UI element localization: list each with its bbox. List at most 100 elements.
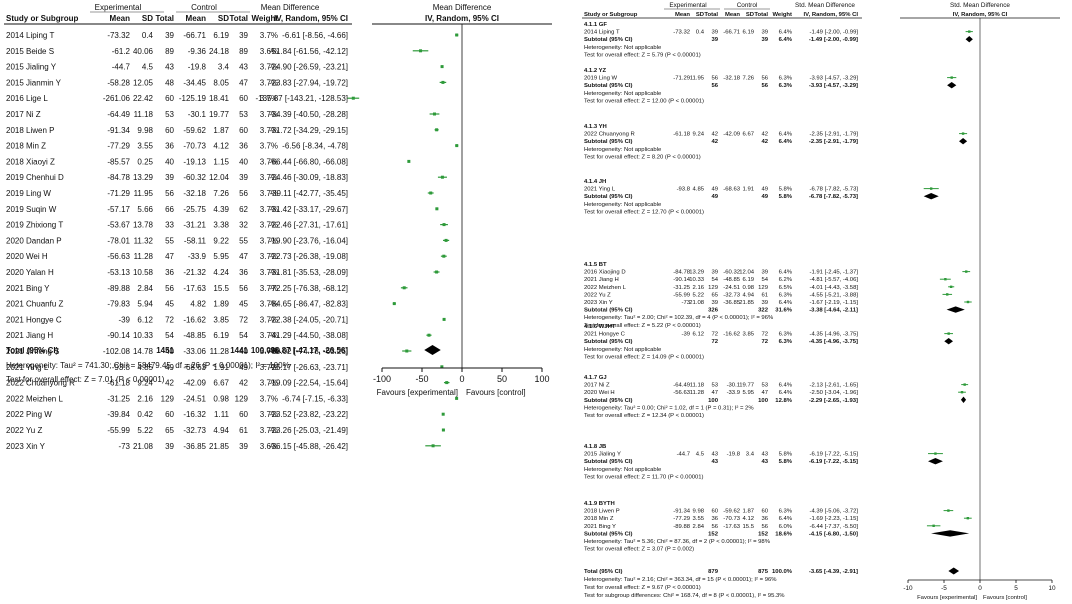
- study-value: 19.77: [739, 383, 754, 389]
- study-value: 1.11: [214, 410, 230, 419]
- study-ci-text: -34.39 [-40.50, -28.28]: [269, 110, 348, 119]
- study-label: 2015 Beide S: [6, 47, 54, 56]
- study-value: 11.18: [134, 110, 154, 119]
- study-value: 56: [761, 524, 768, 530]
- study-ci-text: -4.35 [-4.96, -3.75]: [810, 332, 859, 338]
- x-tick-label: 100: [534, 374, 549, 384]
- study-label: 2022 Chuanyong R: [6, 379, 75, 388]
- study-value: 56: [761, 76, 768, 82]
- study-value: -84.78: [673, 270, 690, 276]
- study-value: -56.63: [673, 390, 690, 396]
- study-value: 36: [711, 516, 718, 522]
- study-value: 6.4%: [779, 516, 793, 522]
- study-label: 2019 Ling W: [6, 189, 51, 198]
- study-value: 33: [165, 221, 174, 230]
- study-value: 36: [239, 268, 248, 277]
- study-value: 53: [711, 383, 718, 389]
- study-label: 2021 Ying L: [584, 187, 616, 193]
- study-label: 2023 Xin Y: [6, 442, 46, 451]
- study-value: 13.29: [133, 173, 154, 182]
- study-value: -21.32: [183, 268, 206, 277]
- right-col-header: Weight: [772, 12, 792, 18]
- study-label: 2016 Lige L: [6, 94, 48, 103]
- study-value: 54: [165, 331, 174, 340]
- study-label: 2020 Dandan P: [6, 236, 62, 245]
- study-value: -102.08: [103, 347, 131, 356]
- study-label: 2021 Bing Y: [584, 524, 616, 530]
- study-value: -31.21: [183, 221, 206, 230]
- right-header-experimental: Experimental: [669, 2, 706, 9]
- study-value: 3.6%: [260, 442, 278, 451]
- subtotal-weight: 5.8%: [779, 194, 793, 200]
- study-value: 1.87: [743, 509, 754, 515]
- study-value: 40.06: [133, 47, 154, 56]
- study-value: 47: [239, 252, 248, 261]
- study-value: 47: [711, 390, 718, 396]
- study-value: 0.42: [137, 410, 153, 419]
- point-estimate: [947, 509, 950, 512]
- right-col-header: Mean: [725, 12, 740, 18]
- study-ci-text: -19.90 [-23.76, -16.04]: [269, 236, 348, 245]
- study-value: -39: [118, 315, 130, 324]
- point-estimate: [435, 270, 439, 274]
- subtotal-diamond: [965, 36, 973, 43]
- right-col-header: Total: [704, 12, 718, 18]
- study-value: 5.95: [213, 252, 229, 261]
- study-ci-text: -22.73 [-26.38, -19.08]: [269, 252, 348, 261]
- study-ci-text: -1.67 [-2.19, -1.15]: [810, 300, 859, 306]
- study-value: 8.05: [213, 78, 229, 87]
- right-header-control: Control: [737, 2, 758, 9]
- subtotal-label: Subtotal (95% CI): [584, 194, 632, 200]
- subtotal-n2: 43: [761, 459, 768, 465]
- study-ci-text: -31.72 [-34.29, -29.15]: [269, 126, 348, 135]
- point-estimate: [950, 76, 953, 79]
- point-estimate: [934, 452, 937, 455]
- subgroup-title: 4.1.4 JH: [584, 179, 606, 185]
- study-value: 3.7%: [260, 300, 278, 309]
- pooled-diamond: [424, 345, 441, 355]
- subgroup-note: Test for overall effect: Z = 5.22 (P < 0…: [584, 323, 701, 329]
- study-value: 12.04: [739, 270, 754, 276]
- study-value: 6.4%: [779, 270, 793, 276]
- study-value: 3.7%: [260, 110, 278, 119]
- study-value: 60: [711, 509, 718, 515]
- study-value: -44.7: [112, 63, 131, 72]
- study-value: 9.24: [137, 379, 153, 388]
- subgroup-note: Test for overall effect: Z = 8.20 (P < 0…: [584, 154, 701, 160]
- study-value: 3.7%: [260, 94, 278, 103]
- x-tick-label: 0: [459, 374, 464, 384]
- study-ci-text: -4.39 [-5.06, -3.72]: [810, 509, 859, 515]
- overall-effect-text: Test for overall effect: Z = 7.01 (P < 0…: [6, 375, 165, 384]
- favours-experimental: Favours [experimental]: [377, 388, 458, 397]
- study-label: 2015 Jialing Y: [584, 452, 621, 458]
- study-label: 2022 Yu Z: [584, 292, 611, 298]
- study-value: 89: [239, 47, 248, 56]
- study-value: -79.83: [107, 300, 130, 309]
- study-value: -55.99: [673, 292, 690, 298]
- subtotal-n1: 42: [711, 139, 718, 145]
- study-value: 7.26: [743, 76, 755, 82]
- total-label: Total (95% CI): [584, 569, 623, 575]
- study-value: 3.7%: [260, 126, 278, 135]
- left-col-header: Weight: [251, 14, 278, 23]
- total-n1: 1451: [156, 346, 174, 355]
- point-estimate: [929, 187, 933, 190]
- study-value: 39: [711, 300, 718, 306]
- left-plot-subtitle: IV, Random, 95% CI: [425, 14, 499, 23]
- study-value: 42: [761, 132, 768, 138]
- subtotal-n2: 72: [761, 339, 768, 345]
- study-ci-text: -24.46 [-30.09, -18.83]: [269, 173, 348, 182]
- study-value: 6.4%: [779, 390, 793, 396]
- subgroup-title: 4.1.1 GF: [584, 22, 607, 28]
- point-estimate: [947, 332, 950, 335]
- study-value: 9.98: [693, 509, 705, 515]
- study-label: 2014 Liping T: [6, 31, 54, 40]
- subgroup-note: Heterogeneity: Not applicable: [584, 91, 662, 97]
- study-value: 60: [761, 509, 768, 515]
- point-estimate: [405, 349, 409, 353]
- study-value: -71.29: [673, 76, 690, 82]
- study-label: 2021 Bing Y: [6, 284, 50, 293]
- subtotal-label: Subtotal (95% CI): [584, 531, 632, 537]
- left-col-study: Study or Subgroup: [6, 14, 79, 23]
- study-value: 11.28: [210, 347, 230, 356]
